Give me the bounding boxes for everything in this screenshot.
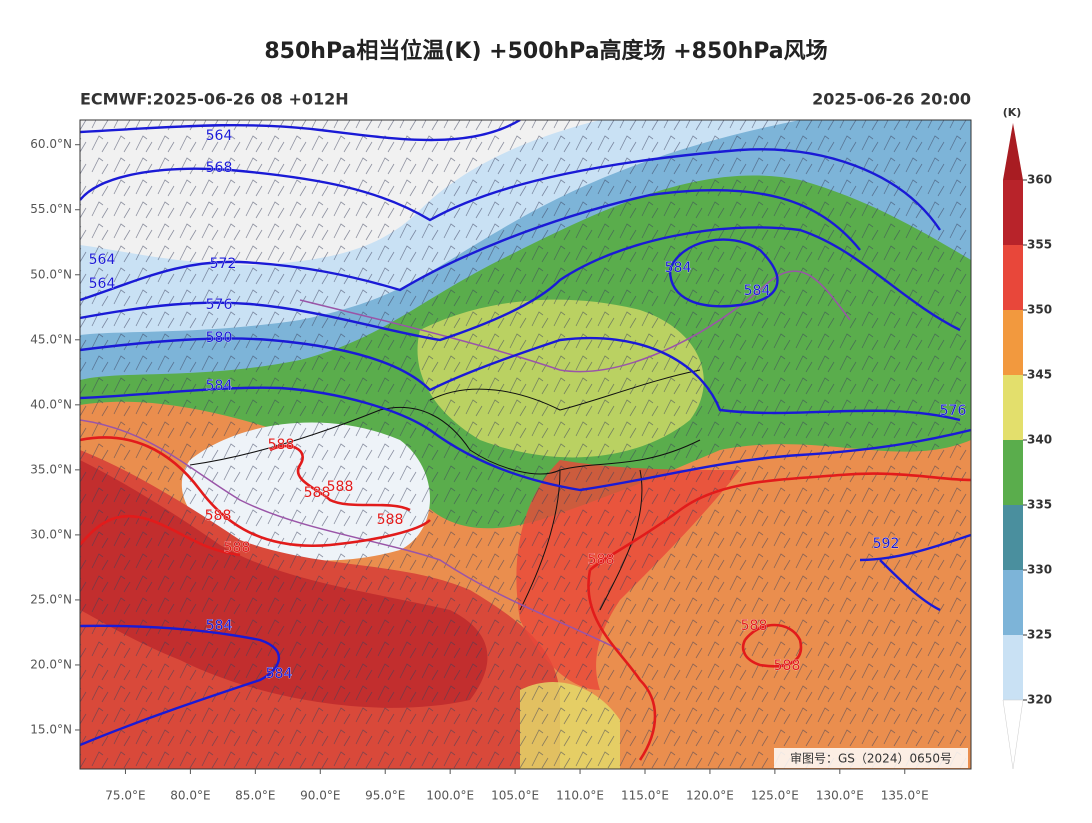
axes: 75.0°E 80.0°E 85.0°E 90.0°E 95.0°E 100.0°E 105… (30, 137, 928, 802)
contour-label: 588 (588, 552, 615, 568)
contour-label: 588 (205, 508, 232, 524)
colorbar-tick-label: 350 (1027, 303, 1052, 317)
wind-barbs (80, 120, 971, 769)
watermark: 审图号：GS（2024）0650号 (790, 751, 952, 766)
colorbar-band (1003, 245, 1023, 310)
contour-label: 580 (206, 330, 233, 346)
lon-tick-label: 110.0°E (556, 789, 604, 803)
colorbar-band (1003, 505, 1023, 570)
contour-label: 572 (210, 256, 237, 272)
lat-tick-label: 30.0°N (30, 527, 72, 541)
colorbar-under (1002, 699, 1024, 770)
colorbar-tick-label: 360 (1027, 173, 1052, 187)
contour-label: 584 (744, 283, 771, 299)
lat-tick-label: 35.0°N (30, 462, 72, 476)
contour-label: 588 (224, 540, 251, 556)
contour-label: 584 (206, 618, 233, 634)
contour-label: 564 (89, 276, 116, 292)
contour-label: 588 (377, 512, 404, 528)
colorbar-band (1003, 180, 1023, 245)
colorbar-tick-label: 325 (1027, 628, 1052, 642)
colorbar-tick-label: 320 (1027, 693, 1052, 707)
lon-tick-label: 105.0°E (491, 789, 539, 803)
lat-tick-label: 50.0°N (30, 267, 72, 281)
contour-label: 588 (741, 618, 768, 634)
colorbar-band (1003, 635, 1023, 700)
map-field (80, 120, 971, 769)
lon-tick-label: 90.0°E (300, 789, 340, 803)
colorbar-tick-label: 335 (1027, 498, 1052, 512)
colorbar-band (1003, 440, 1023, 505)
contour-label: 588 (774, 658, 801, 674)
lat-tick-label: 55.0°N (30, 202, 72, 216)
valid-time: 2025-06-26 20:00 (812, 90, 971, 109)
height-contours-blue (80, 120, 971, 747)
lat-tick-label: 60.0°N (30, 137, 72, 151)
province-borders (189, 369, 701, 611)
lon-tick-label: 100.0°E (426, 789, 474, 803)
contour-labels: 564 568 572 576 580 584 564 564 584 584 576 592 584 5… (88, 128, 967, 683)
title: 850hPa相当位温(K) +500hPa高度场 +850hPa风场 (264, 38, 827, 64)
lon-tick-label: 130.0°E (816, 789, 864, 803)
colorbar-band (1003, 310, 1023, 375)
lon-tick-label: 125.0°E (751, 789, 799, 803)
colorbar-tick-label: 345 (1027, 368, 1052, 382)
lon-tick-label: 95.0°E (365, 789, 405, 803)
colorbar-over (1003, 123, 1023, 180)
colorbar: 320 325 330 335 340 345 350 355 360 (1002, 123, 1052, 770)
lon-tick-label: 135.0°E (881, 789, 929, 803)
contour-label: 564 (89, 252, 116, 268)
contour-label: 584 (665, 260, 692, 276)
colorbar-band (1003, 375, 1023, 440)
contour-label: 584 (206, 378, 233, 394)
contour-label: 576 (206, 297, 233, 313)
contour-label: 576 (940, 403, 967, 419)
country-borders (80, 270, 851, 651)
contour-label: 588 (268, 437, 295, 453)
watermark-box (774, 748, 968, 768)
lon-tick-label: 85.0°E (235, 789, 275, 803)
map-frame (79, 119, 972, 770)
lat-tick-label: 25.0°N (30, 592, 72, 606)
contour-label: 584 (266, 666, 293, 682)
contour-label: 592 (873, 536, 900, 552)
lon-tick-label: 115.0°E (621, 789, 669, 803)
contour-label: 588 (327, 479, 354, 495)
lat-tick-label: 45.0°N (30, 332, 72, 346)
lat-tick-label: 15.0°N (30, 722, 72, 736)
lon-tick-label: 80.0°E (170, 789, 210, 803)
lat-tick-label: 40.0°N (30, 397, 72, 411)
lon-tick-label: 75.0°E (105, 789, 145, 803)
lat-tick-label: 20.0°N (30, 657, 72, 671)
colorbar-tick-label: 355 (1027, 238, 1052, 252)
colorbar-band (1003, 570, 1023, 635)
lon-tick-label: 120.0°E (686, 789, 734, 803)
colorbar-unit: (K) (1003, 106, 1022, 119)
height-contours-red (80, 436, 971, 761)
contour-label: 564 (206, 128, 233, 144)
model-run: ECMWF:2025-06-26 08 +012H (80, 90, 349, 109)
contour-label: 568 (206, 160, 233, 176)
colorbar-tick-label: 340 (1027, 433, 1052, 447)
colorbar-tick-label: 330 (1027, 563, 1052, 577)
contour-label: 588 (304, 485, 331, 501)
